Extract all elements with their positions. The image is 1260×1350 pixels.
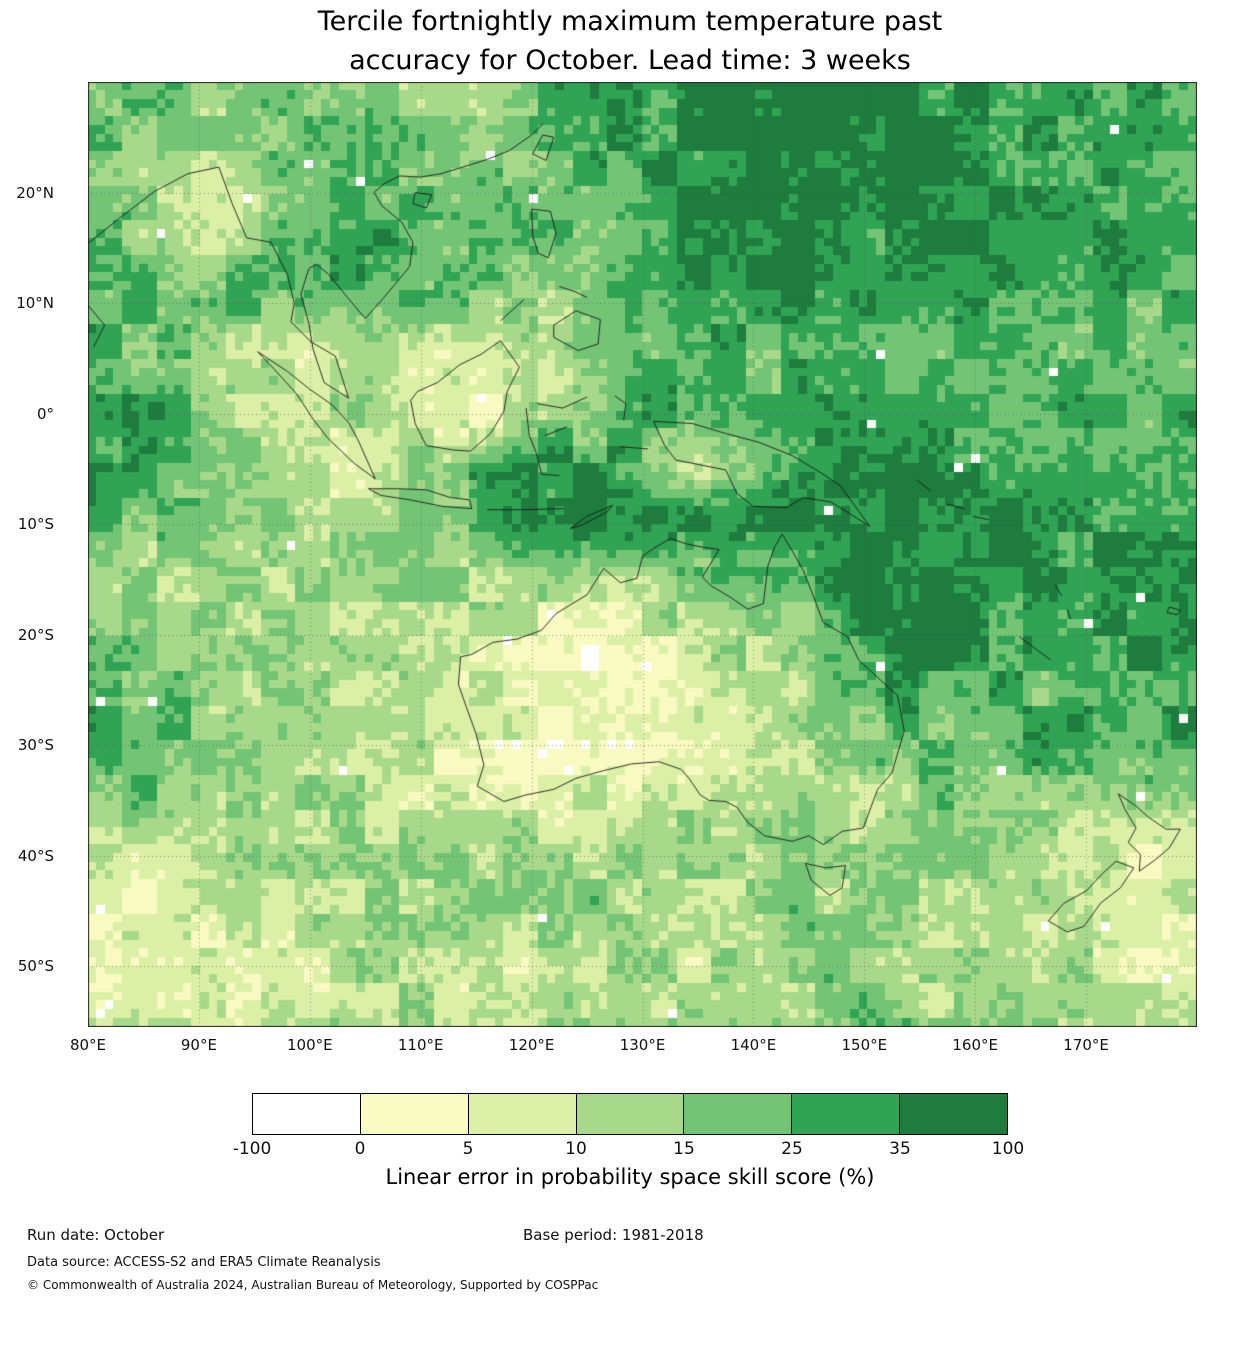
colorbar-tick: 35 — [889, 1139, 911, 1159]
x-tick-label: 150°E — [841, 1036, 888, 1054]
colorbar-tick: -100 — [232, 1139, 272, 1159]
y-tick-label: 30°S — [17, 736, 54, 755]
colorbar-tick: 5 — [462, 1139, 474, 1159]
x-tick-label: 160°E — [952, 1036, 998, 1054]
y-tick-label: 50°S — [17, 957, 54, 976]
skill-score-heatmap-canvas — [88, 82, 1197, 1027]
colorbar-tick: 10 — [565, 1139, 587, 1159]
colorbar-tick: 100 — [991, 1139, 1025, 1159]
y-tick-label: 20°S — [17, 625, 54, 644]
colorbar-segment — [253, 1094, 361, 1134]
y-tick-label: 0° — [36, 404, 54, 423]
x-tick-label: 100°E — [286, 1036, 333, 1054]
y-tick-label: 10°N — [16, 294, 54, 313]
x-tick-label: 80°E — [69, 1036, 107, 1054]
colorbar-tick: 25 — [781, 1139, 803, 1159]
x-tick-label: 170°E — [1063, 1036, 1109, 1054]
chart-title-line1: Tercile fortnightly maximum temperature … — [317, 6, 943, 37]
base-period-text: Base period: 1981-2018 — [523, 1226, 704, 1244]
y-tick-label: 40°S — [17, 846, 54, 865]
colorbar-segment — [576, 1094, 685, 1134]
x-tick-label: 130°E — [619, 1036, 666, 1054]
x-tick-label: 90°E — [180, 1036, 217, 1054]
colorbar-tick: 0 — [354, 1139, 366, 1159]
x-tick-label: 120°E — [508, 1036, 555, 1054]
run-date-text: Run date: October — [27, 1226, 165, 1244]
colorbar-tick: 15 — [673, 1139, 695, 1159]
x-tick-label: 140°E — [730, 1036, 777, 1054]
colorbar-segment — [900, 1094, 1008, 1134]
colorbar-label: Linear error in probability space skill … — [385, 1165, 875, 1189]
colorbar-segment — [792, 1094, 901, 1134]
colorbar-segments — [252, 1093, 1008, 1135]
data-source-text: Data source: ACCESS-S2 and ERA5 Climate … — [27, 1255, 381, 1270]
chart-title: Tercile fortnightly maximum temperature … — [0, 2, 1260, 80]
colorbar-segment — [360, 1094, 469, 1134]
x-tick-label: 110°E — [397, 1036, 444, 1054]
map-area — [88, 82, 1197, 1027]
y-tick-label: 10°S — [17, 515, 54, 534]
copyright-text: © Commonwealth of Australia 2024, Austra… — [27, 1278, 599, 1292]
colorbar-segment — [684, 1094, 793, 1134]
colorbar: -100 0 5 10 15 25 35 100 — [233, 1093, 1025, 1165]
chart-title-line2: accuracy for October. Lead time: 3 weeks — [349, 45, 911, 77]
y-tick-label: 20°N — [16, 183, 54, 202]
colorbar-segment — [468, 1094, 577, 1134]
colorbar-tick-labels: -100 0 5 10 15 25 35 100 — [233, 1139, 1025, 1165]
